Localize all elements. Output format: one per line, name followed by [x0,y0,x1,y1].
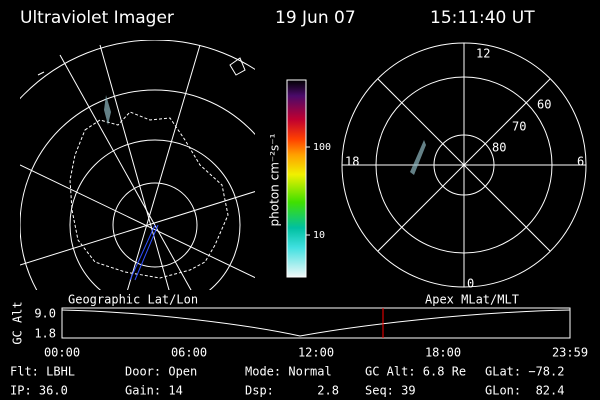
instrument: Ultraviolet Imager [20,8,174,28]
colorbar [286,79,307,278]
colorbar-tick-label: 100 [313,142,331,153]
y-tick-label: 1.8 [34,327,56,341]
x-tick-label: 06:00 [171,346,207,360]
lat-label: 70 [512,120,526,134]
info-field: Flt: LBHL [10,365,75,379]
mlt-label: 6 [577,155,584,169]
info-field: GLon: 82.4 [485,384,564,398]
aurora-patch [104,95,111,125]
right-map-title: Apex MLat/MLT [425,293,519,307]
timeline-frame [61,307,571,339]
date: 19 Jun 07 [275,8,356,28]
altitude-curve [61,309,571,337]
lat-label: 60 [537,98,551,112]
info-field: IP: 36.0 [10,384,68,398]
polar-map [341,42,587,288]
left-map-title: Geographic Lat/Lon [68,293,198,307]
info-field: Mode: Normal [245,365,332,379]
y-axis-label: GC Alt [11,301,25,344]
colorbar-label: photon cm⁻²s⁻¹ [268,133,282,226]
x-tick-label: 12:00 [298,346,334,360]
info-field: GC Alt: 6.8 Re [365,365,466,379]
info-field: Seq: 39 [365,384,416,398]
aurora-patch [410,140,426,175]
lat-label: 80 [492,141,506,155]
info-field: Door: Open [125,365,197,379]
info-field: GLat: −78.2 [485,365,564,379]
x-tick-label: 18:00 [425,346,461,360]
info-field: Dsp: 2.8 [245,384,339,398]
mlt-label: 0 [467,277,474,291]
mlt-label: 18 [345,155,359,169]
time: 15:11:40 UT [430,8,535,28]
geographic-map [20,40,255,290]
x-tick-label: 00:00 [44,346,80,360]
colorbar-tick-label: 10 [313,230,325,241]
y-tick-label: 9.0 [34,307,56,321]
info-field: Gain: 14 [125,384,183,398]
x-tick-label: 23:59 [552,346,588,360]
mlt-label: 12 [476,47,490,61]
